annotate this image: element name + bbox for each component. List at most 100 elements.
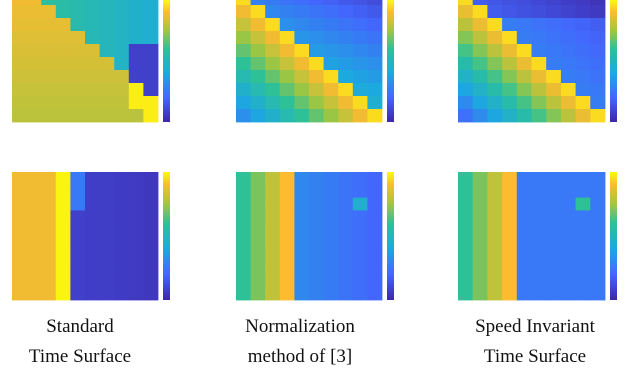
heatmap-cell <box>55 96 71 110</box>
heatmap-cell <box>26 261 42 275</box>
heatmap-cell <box>590 197 606 211</box>
heatmap-cell <box>352 274 368 288</box>
heatmap-cell <box>575 261 591 275</box>
heatmap-cell <box>309 70 324 84</box>
heatmap-cell <box>143 109 159 123</box>
heatmap-cell <box>487 57 503 71</box>
heatmap-cell <box>472 0 488 6</box>
heatmap-cell <box>502 44 518 58</box>
heatmap-cell <box>265 109 281 123</box>
heatmap-cell <box>41 184 57 198</box>
heatmap-cell <box>323 197 339 211</box>
heatmap-cell <box>114 57 130 71</box>
heatmap-cell <box>12 0 27 6</box>
heatmap-cell <box>367 83 383 97</box>
heatmap-cell <box>143 5 159 19</box>
heatmap-cell <box>338 18 354 32</box>
heatmap-cell <box>70 274 86 288</box>
heatmap-cell <box>472 223 488 237</box>
heatmap-cell <box>502 248 518 262</box>
heatmap-cell <box>279 109 295 123</box>
heatmap-cell <box>294 223 310 237</box>
heatmap-cell <box>458 236 474 250</box>
heatmap-cell <box>41 248 57 262</box>
heatmap-cell <box>236 31 251 45</box>
heatmap-cell <box>516 0 532 6</box>
heatmap-cell <box>323 236 339 250</box>
heatmap-cell <box>279 261 295 275</box>
heatmap-cell <box>114 31 130 45</box>
heatmap-cell <box>85 57 100 71</box>
caption-line: Time Surface <box>483 346 587 367</box>
heatmap-cell <box>560 223 576 237</box>
heatmap-cell <box>575 274 591 288</box>
heatmap-cell <box>279 287 295 301</box>
heatmap-cell <box>338 184 354 198</box>
heatmap-cell <box>114 248 130 262</box>
heatmap-cell <box>546 236 562 250</box>
heatmap-cell <box>12 96 27 110</box>
heatmap-cell <box>279 5 295 19</box>
heatmap-cell <box>41 109 57 123</box>
heatmap-cell <box>323 210 339 224</box>
heatmap-cell <box>250 210 266 224</box>
heatmap-cell <box>55 57 71 71</box>
heatmap-cell <box>236 261 251 275</box>
heatmap-cell <box>85 184 100 198</box>
heatmap-cell <box>590 274 606 288</box>
heatmap-cell <box>143 18 159 32</box>
heatmap-cell <box>352 18 368 32</box>
heatmap-cell <box>531 57 547 71</box>
heatmap-cell <box>531 0 547 6</box>
heatmap-cell <box>323 223 339 237</box>
heatmap-cell <box>114 287 130 301</box>
heatmap-cell <box>590 236 606 250</box>
heatmap-cell <box>236 236 251 250</box>
heatmap-cell <box>55 287 71 301</box>
heatmap-cell <box>546 70 562 84</box>
heatmap-cell <box>55 172 71 186</box>
heatmap-cell <box>294 197 310 211</box>
heatmap-cell <box>85 31 100 45</box>
heatmap-cell <box>41 57 57 71</box>
heatmap-cell <box>265 197 281 211</box>
heatmap-cell <box>12 83 27 97</box>
heatmap-cell <box>472 210 488 224</box>
heatmap-cell <box>531 261 547 275</box>
heatmap-cell <box>265 0 281 6</box>
heatmap-cell <box>309 223 324 237</box>
heatmap-cell <box>143 172 159 186</box>
heatmap-cell <box>128 31 144 45</box>
heatmap-cell <box>265 274 281 288</box>
heatmap-cell <box>26 70 42 84</box>
heatmap-cell <box>546 96 562 110</box>
heatmap-cell <box>114 223 130 237</box>
heatmap-cell <box>250 18 266 32</box>
heatmap-cell <box>560 184 576 198</box>
heatmap-cell <box>546 57 562 71</box>
heatmap-cell <box>41 83 57 97</box>
heatmap-cell <box>70 31 86 45</box>
heatmap-cell <box>236 287 251 301</box>
heatmap-cell <box>487 210 503 224</box>
heatmap-cell <box>502 223 518 237</box>
heatmap-cell <box>26 274 42 288</box>
heatmap-cell <box>99 109 115 123</box>
heatmap-cell <box>99 274 115 288</box>
heatmap-cell <box>265 44 281 58</box>
heatmap-cell <box>472 83 488 97</box>
heatmap-cell <box>575 248 591 262</box>
heatmap-cell <box>143 184 159 198</box>
heatmap-cell <box>85 287 100 301</box>
heatmap-cell <box>26 223 42 237</box>
heatmap-cell <box>502 96 518 110</box>
heatmap-cell <box>546 18 562 32</box>
heatmap-cell <box>590 44 606 58</box>
heatmap-cell <box>502 18 518 32</box>
heatmap-cell <box>487 261 503 275</box>
heatmap-cell <box>458 44 474 58</box>
heatmap-cell <box>323 96 339 110</box>
caption: Standard Time Surface <box>0 312 180 372</box>
heatmap-cell <box>99 210 115 224</box>
